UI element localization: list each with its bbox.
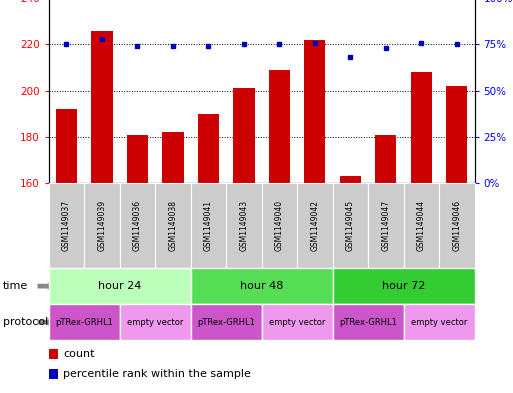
Text: GSM1149043: GSM1149043: [240, 200, 248, 251]
Bar: [375, 134, 397, 183]
Bar: [410, 72, 432, 183]
Bar: [269, 70, 290, 183]
Bar: [127, 134, 148, 183]
Text: pTRex-GRHL1: pTRex-GRHL1: [55, 318, 113, 327]
Bar: [233, 88, 254, 183]
Text: GSM1149039: GSM1149039: [97, 200, 107, 251]
Bar: [304, 40, 325, 183]
Bar: [446, 86, 467, 183]
Bar: [91, 31, 112, 183]
Text: protocol: protocol: [3, 317, 48, 327]
Text: empty vector: empty vector: [411, 318, 467, 327]
Text: GSM1149040: GSM1149040: [275, 200, 284, 251]
Text: hour 72: hour 72: [382, 281, 425, 291]
Text: GSM1149038: GSM1149038: [168, 200, 177, 251]
Text: pTRex-GRHL1: pTRex-GRHL1: [197, 318, 255, 327]
Text: hour 48: hour 48: [240, 281, 283, 291]
Text: GSM1149045: GSM1149045: [346, 200, 355, 251]
Text: percentile rank within the sample: percentile rank within the sample: [63, 369, 251, 379]
Text: GSM1149037: GSM1149037: [62, 200, 71, 251]
Text: count: count: [63, 349, 94, 359]
Text: GSM1149046: GSM1149046: [452, 200, 461, 251]
Text: empty vector: empty vector: [269, 318, 325, 327]
Text: time: time: [3, 281, 28, 291]
Text: GSM1149042: GSM1149042: [310, 200, 320, 251]
Text: empty vector: empty vector: [127, 318, 183, 327]
Text: GSM1149036: GSM1149036: [133, 200, 142, 251]
Text: GSM1149041: GSM1149041: [204, 200, 213, 251]
Text: pTRex-GRHL1: pTRex-GRHL1: [339, 318, 397, 327]
Text: GSM1149047: GSM1149047: [381, 200, 390, 251]
Bar: [198, 114, 219, 183]
Bar: [56, 109, 77, 183]
Text: hour 24: hour 24: [98, 281, 142, 291]
Bar: [340, 176, 361, 183]
Text: GSM1149044: GSM1149044: [417, 200, 426, 251]
Bar: [162, 132, 184, 183]
